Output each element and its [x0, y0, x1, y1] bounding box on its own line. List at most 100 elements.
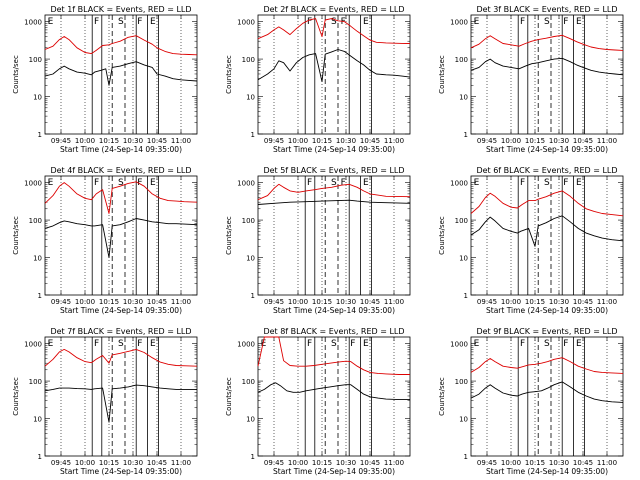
panel-9-interval-label-0: E	[474, 339, 480, 349]
panel-5-interval-label-1: S	[331, 178, 337, 188]
panel-5-x-tick-label-1: 10:00	[288, 298, 308, 306]
panel-1-x-tick-label-0: 09:45	[51, 137, 71, 145]
panel-3-x-tick-label-0: 09:45	[477, 137, 497, 145]
panel-6-interval-label-4: E	[576, 178, 582, 188]
panel-7-y-tick-label-3: 1000	[24, 341, 42, 349]
panel-4-y-axis-label: Counts/sec	[12, 216, 20, 255]
panel-4-x-tick-label-5: 11:00	[171, 298, 191, 306]
panel-7-y-tick-label-0: 1	[38, 453, 42, 461]
panel-1-y-tick-label-1: 10	[33, 94, 42, 102]
panel-7-interval-label-3: F	[137, 339, 142, 349]
panel-3-x-tick-label-1: 10:00	[501, 137, 521, 145]
panel-3-x-tick-label-4: 10:45	[573, 137, 593, 145]
panel-9-x-tick-label-5: 11:00	[597, 459, 617, 467]
panel-8-x-tick-label-2: 10:15	[312, 459, 332, 467]
panel-6-interval-label-2: S	[544, 178, 550, 188]
panel-4-interval-label-2: S	[118, 178, 124, 188]
panel-5-interval-label-3: E	[363, 178, 369, 188]
panel-2-y-tick-label-2: 100	[242, 56, 255, 64]
panel-9-title: Det 9f BLACK = Events, RED = LLD	[476, 327, 617, 336]
panel-5-interval-label-0: F	[307, 178, 312, 188]
panel-1-plot-frame	[44, 14, 198, 135]
panel-4-series-events-line	[44, 218, 198, 258]
panel-5-x-tick-label-2: 10:15	[312, 298, 332, 306]
panel-6-interval-label-3: F	[563, 178, 568, 188]
panel-4-interval-label-3: F	[137, 178, 142, 188]
panel-9-y-tick-label-0: 1	[464, 453, 468, 461]
panel-9-interval-label-4: E	[576, 339, 582, 349]
panel-8-interval-label-2: S	[331, 339, 337, 349]
panel-9-series-events-line	[470, 381, 624, 403]
panel-7-y-tick-label-2: 100	[29, 378, 42, 386]
panel-5-y-axis-label: Counts/sec	[225, 216, 233, 255]
panel-1-x-tick-label-4: 10:45	[147, 137, 167, 145]
panel-8-x-axis-label: Start Time (24-Sep-14 09:35:00)	[273, 467, 395, 476]
panel-7-interval-label-0: E	[48, 339, 54, 349]
panel-4-y-tick-label-1: 10	[33, 255, 42, 263]
panel-1-interval-label-4: E	[150, 17, 156, 27]
panel-1-x-tick-label-3: 10:30	[123, 137, 143, 145]
panel-1-interval-label-2: S	[118, 17, 124, 27]
panel-5-x-tick-label-4: 10:45	[360, 298, 380, 306]
panel-1-x-tick-label-1: 10:00	[75, 137, 95, 145]
panel-4-title: Det 4f BLACK = Events, RED = LLD	[50, 166, 191, 175]
panel-3-interval-label-1: F	[520, 17, 525, 27]
panel-8-y-tick-label-2: 100	[242, 378, 255, 386]
panel-6-y-axis-label: Counts/sec	[438, 216, 446, 255]
panel-3-x-axis-label: Start Time (24-Sep-14 09:35:00)	[486, 145, 608, 154]
panel-9-plot-frame	[470, 336, 624, 457]
panel-1-y-tick-label-2: 100	[29, 56, 42, 64]
panel-9-interval-label-1: F	[520, 339, 525, 349]
panel-9-interval-label-3: F	[563, 339, 568, 349]
panel-8-x-tick-label-5: 11:00	[384, 459, 404, 467]
panel-4-y-tick-label-0: 1	[38, 292, 42, 300]
panel-7-plot-frame	[44, 336, 198, 457]
panel-9-x-tick-label-0: 09:45	[477, 459, 497, 467]
panel-2-x-tick-label-1: 10:00	[288, 137, 308, 145]
panel-2-title: Det 2f BLACK = Events, RED = LLD	[263, 5, 404, 14]
panel-4-x-tick-label-4: 10:45	[147, 298, 167, 306]
panel-2-interval-label-1: S	[331, 17, 337, 27]
panel-8-series-lld-line	[257, 336, 410, 375]
panel-1-x-tick-label-5: 11:00	[171, 137, 191, 145]
panel-3-y-tick-label-0: 1	[464, 131, 468, 139]
panel-6-y-tick-label-3: 1000	[450, 180, 468, 188]
panel-1-interval-label-3: F	[137, 17, 142, 27]
panel-8-title: Det 8f BLACK = Events, RED = LLD	[263, 327, 404, 336]
panel-4-x-axis-label: Start Time (24-Sep-14 09:35:00)	[60, 306, 182, 315]
panel-6-series-lld-line	[470, 190, 624, 217]
panel-1-interval-label-0: E	[48, 17, 54, 27]
panel-6-interval-label-1: F	[520, 178, 525, 188]
panel-1-y-tick-label-0: 1	[38, 131, 42, 139]
panel-4-x-tick-label-1: 10:00	[75, 298, 95, 306]
panel-2-x-tick-label-4: 10:45	[360, 137, 380, 145]
panel-2-y-tick-label-1: 10	[246, 94, 255, 102]
panel-6-y-tick-label-0: 1	[464, 292, 468, 300]
panel-1-interval-label-1: F	[94, 17, 99, 27]
panel-7-y-tick-label-1: 10	[33, 416, 42, 424]
panel-9-series-lld-line	[470, 357, 624, 374]
panel-1-series-lld-line	[44, 35, 198, 56]
panel-8-y-tick-label-3: 1000	[237, 341, 255, 349]
panel-9-interval-label-2: S	[544, 339, 550, 349]
panel-2-y-tick-label-0: 1	[251, 131, 255, 139]
panel-4-x-tick-label-0: 09:45	[51, 298, 71, 306]
panel-9-y-tick-label-3: 1000	[450, 341, 468, 349]
panel-7-series-lld-line	[44, 348, 198, 367]
panel-3-title: Det 3f BLACK = Events, RED = LLD	[476, 5, 617, 14]
panel-2-plot-frame	[257, 14, 411, 135]
panel-1-y-tick-label-3: 1000	[24, 19, 42, 27]
panel-3-y-tick-label-2: 100	[455, 56, 468, 64]
panel-3-x-tick-label-5: 11:00	[597, 137, 617, 145]
panel-8-x-tick-label-0: 09:45	[264, 459, 284, 467]
panel-8-interval-label-0: E	[261, 339, 267, 349]
panel-3-interval-label-0: E	[474, 17, 480, 27]
panel-7-series-events-line	[44, 384, 197, 423]
panel-8-x-tick-label-4: 10:45	[360, 459, 380, 467]
panel-4-x-tick-label-2: 10:15	[99, 298, 119, 306]
panel-6-interval-label-0: E	[474, 178, 480, 188]
panel-4-interval-label-0: E	[48, 178, 54, 188]
panel-4-y-tick-label-2: 100	[29, 217, 42, 225]
panel-8-series-events-line	[257, 382, 410, 401]
panel-8-x-tick-label-1: 10:00	[288, 459, 308, 467]
